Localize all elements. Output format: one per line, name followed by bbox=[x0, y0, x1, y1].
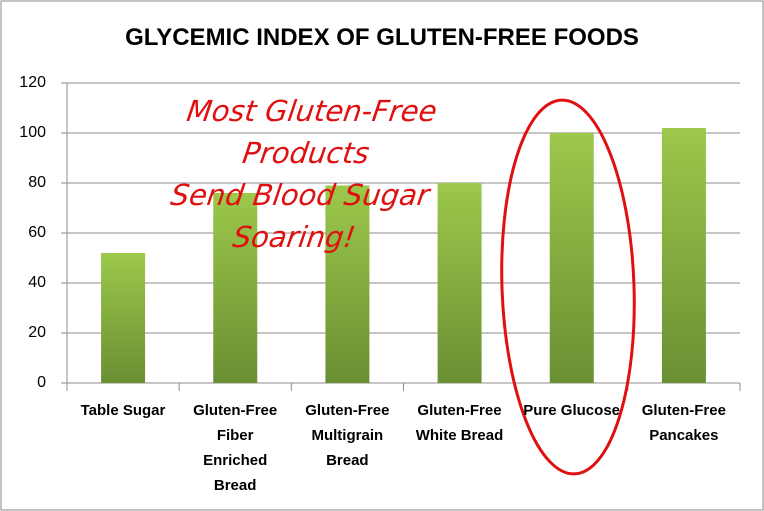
y-tick-label: 0 bbox=[37, 374, 46, 391]
bar bbox=[437, 183, 482, 383]
highlight-ellipse bbox=[500, 98, 636, 476]
x-tick-label: Gluten-Free Multigrain Bread bbox=[305, 402, 390, 469]
y-tick-label: 120 bbox=[19, 74, 46, 91]
x-tick-label: Pure Glucose bbox=[523, 402, 620, 419]
annotation: Most Gluten-Free Products Send Blood Sug… bbox=[168, 94, 440, 254]
bar bbox=[661, 128, 706, 383]
bar bbox=[549, 133, 594, 383]
x-tick-label: Gluten-Free Fiber Enriched Bread bbox=[193, 402, 278, 494]
y-tick-label: 60 bbox=[28, 224, 46, 241]
y-tick-label: 80 bbox=[28, 174, 46, 191]
chart-title: GLYCEMIC INDEX OF GLUTEN-FREE FOODS bbox=[125, 24, 639, 51]
y-tick-label: 40 bbox=[28, 274, 46, 291]
y-tick-label: 20 bbox=[28, 324, 46, 341]
bar bbox=[101, 253, 146, 383]
x-tick-label: Table Sugar bbox=[80, 402, 166, 419]
x-tick-label: Gluten-Free White Bread bbox=[415, 402, 504, 444]
bar bbox=[213, 193, 258, 383]
bar bbox=[325, 185, 370, 383]
x-tick-label: Gluten-Free Pancakes bbox=[641, 402, 726, 444]
y-tick-label: 100 bbox=[19, 124, 46, 141]
